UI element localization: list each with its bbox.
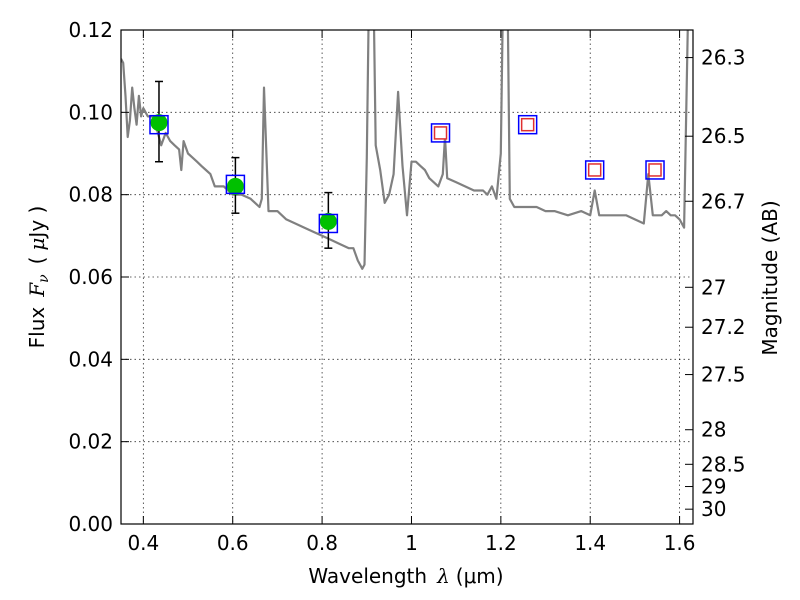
y2-tick-label: 26.5 <box>701 124 746 148</box>
x-tick-label: 0.4 <box>127 531 159 555</box>
model-spectrum-line <box>121 30 689 270</box>
y2-tick-label: 30 <box>701 497 726 521</box>
x-tick-label: 0.6 <box>217 531 249 555</box>
y-axis-label: Flux Fν ( μJy ) <box>25 206 52 349</box>
y-tick-label: 0.12 <box>68 18 113 42</box>
y2-tick-label: 27.2 <box>701 315 746 339</box>
observed-point <box>150 114 168 132</box>
x-axis-label-symbol: λ <box>436 564 450 588</box>
y2-tick-label: 28 <box>701 418 726 442</box>
y-axis-label-symbol: F <box>25 282 49 298</box>
y-axis-label-prefix: Flux <box>25 307 49 349</box>
x-tick-label: 1.2 <box>485 531 517 555</box>
y2-axis-label: Magnitude (AB) <box>758 200 782 355</box>
y2-tick-label: 26.3 <box>701 46 746 70</box>
model-bandflux-marker <box>517 114 538 135</box>
y-tick-label: 0.04 <box>68 347 113 371</box>
y-axis-label-open: ( <box>25 257 49 265</box>
x-tick-label: 1.6 <box>664 531 696 555</box>
marker-layer <box>149 80 665 249</box>
upper-limit-marker <box>648 163 662 177</box>
y-axis-label-subscript: ν <box>36 274 52 283</box>
y2-tick-label: 27 <box>701 275 726 299</box>
x-axis-label-unit: (μm) <box>456 564 504 588</box>
upper-limit-marker <box>520 117 535 132</box>
y2-tick-label: 28.5 <box>701 452 746 476</box>
y-tick-label: 0.10 <box>68 100 113 124</box>
y-axis-label-unit: Jy ) <box>25 206 49 240</box>
y-tick-label: 0.02 <box>68 430 113 454</box>
y2-tick-label: 27.5 <box>701 363 746 387</box>
y-axis-label-mu: μ <box>25 238 49 251</box>
y2-tick-label: 29 <box>701 475 726 499</box>
model-bandflux-marker <box>645 160 665 180</box>
observed-point <box>226 177 244 195</box>
model-bandflux-marker <box>318 213 339 234</box>
model-bandflux-marker <box>430 123 451 143</box>
model-bandflux-marker <box>225 174 246 195</box>
upper-limit-marker <box>587 163 602 177</box>
grid <box>121 30 693 524</box>
y-tick-label: 0.06 <box>68 265 113 289</box>
observed-point <box>319 212 337 230</box>
x-axis-label-prefix: Wavelength <box>308 564 427 588</box>
x-axis-label: Wavelength λ (μm) <box>308 564 503 588</box>
model-bandflux-marker <box>149 114 169 135</box>
upper-limit-marker <box>433 126 448 140</box>
model-bandflux-marker <box>584 160 605 180</box>
x-tick-label: 0.8 <box>306 531 338 555</box>
y2-tick-label: 26.7 <box>701 189 746 213</box>
y-tick-label: 0.00 <box>68 512 113 536</box>
spectrum-layer <box>121 30 689 270</box>
x-tick-label: 1.4 <box>574 531 606 555</box>
tick-layer: 0.4 0.6 0.8 1 1.2 1.4 1.6 0.00 0.02 0.04 0.06 0.08 0… <box>68 18 745 555</box>
x-tick-label: 1 <box>405 531 418 555</box>
y-tick-label: 0.08 <box>68 183 113 207</box>
